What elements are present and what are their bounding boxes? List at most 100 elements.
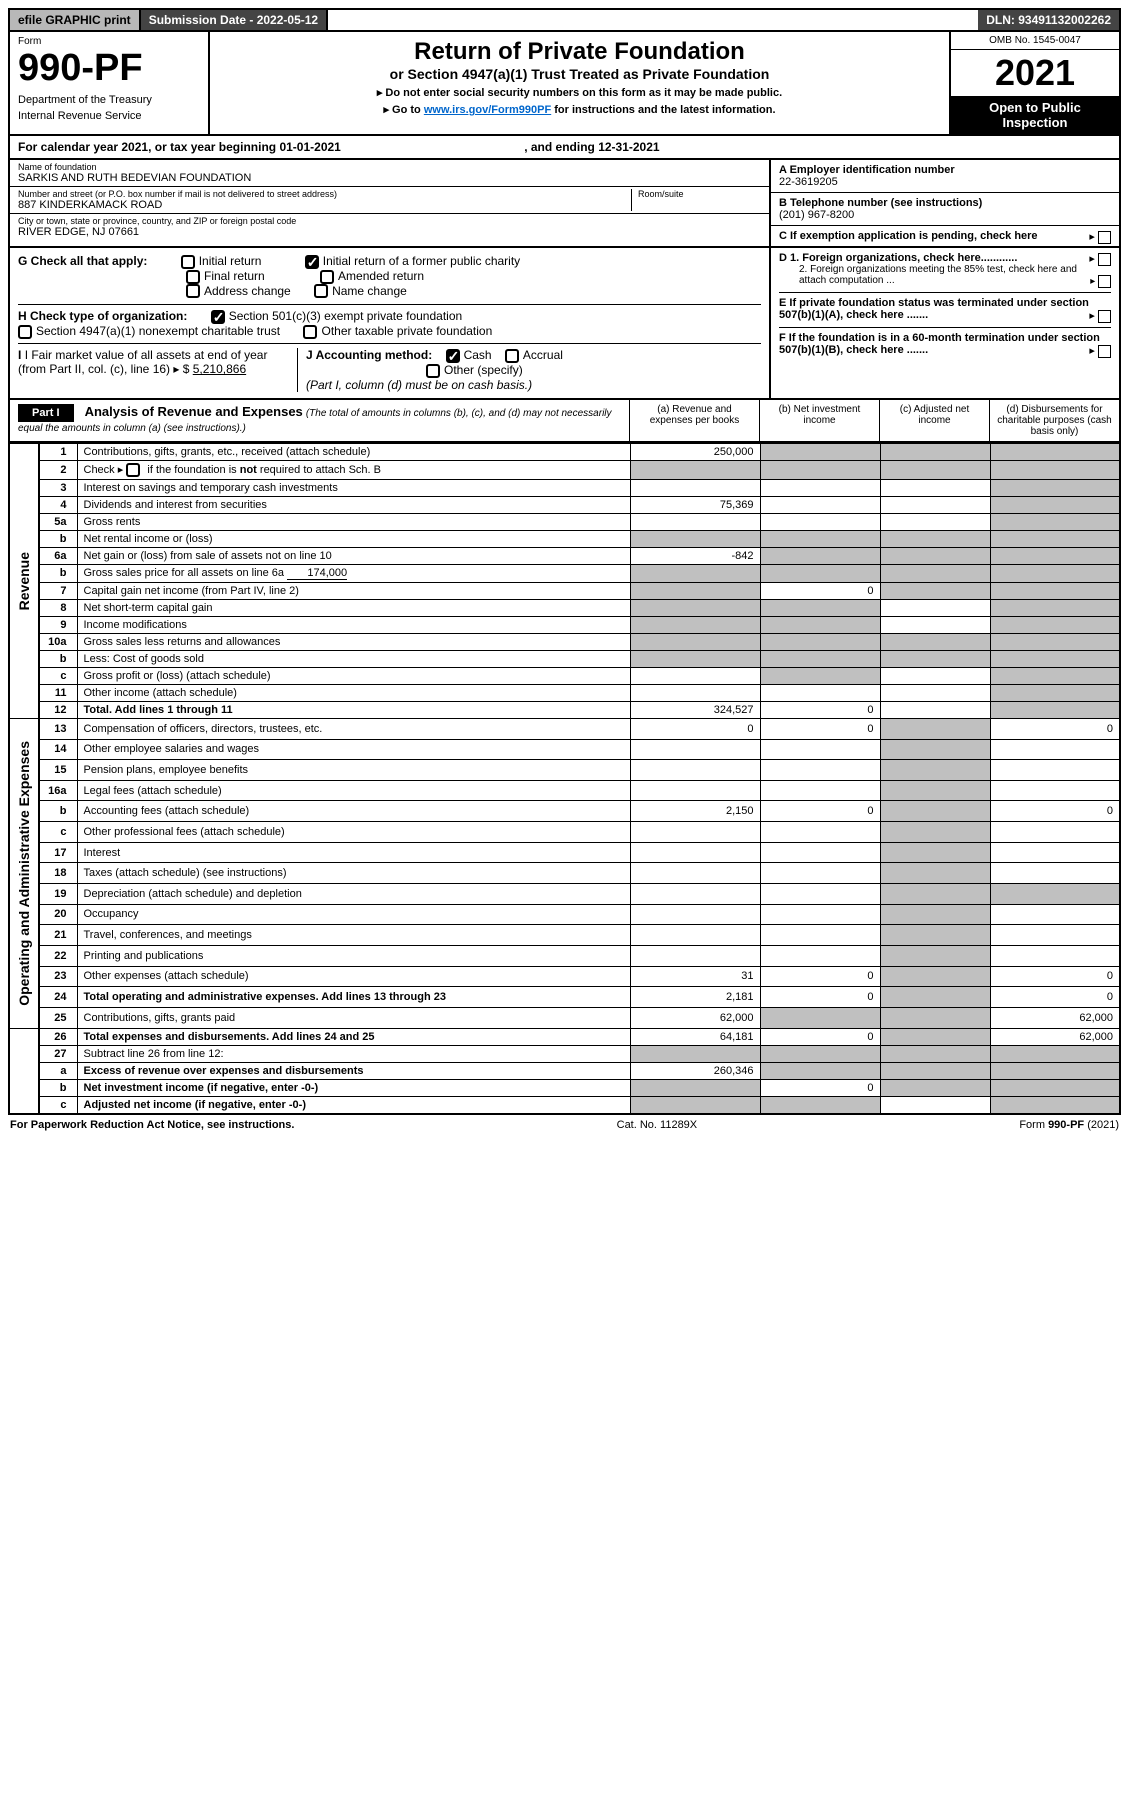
j-accounting: J Accounting method: Cash Accrual Other … — [298, 348, 761, 392]
col-d-hdr: (d) Disbursements for charitable purpose… — [989, 400, 1119, 441]
col-b-hdr: (b) Net investment income — [759, 400, 879, 441]
efile-label: efile GRAPHIC print — [10, 10, 141, 30]
table-row: 4Dividends and interest from securities7… — [9, 496, 1120, 513]
table-row: cGross profit or (loss) (attach schedule… — [9, 667, 1120, 684]
cb-final[interactable] — [186, 270, 200, 284]
main-table: Revenue 1Contributions, gifts, grants, e… — [8, 443, 1121, 1115]
header-right: OMB No. 1545-0047 2021 Open to Public In… — [949, 32, 1119, 134]
form-word: Form — [18, 36, 200, 47]
h-row: H Check type of organization: Section 50… — [18, 304, 761, 339]
city-row: City or town, state or province, country… — [10, 214, 769, 240]
cb-f[interactable] — [1098, 345, 1111, 358]
g-row: G Check all that apply: Initial return I… — [18, 254, 761, 298]
table-row: 6aNet gain or (loss) from sale of assets… — [9, 547, 1120, 564]
table-row: Operating and Administrative Expenses 13… — [9, 718, 1120, 739]
table-row: 14Other employee salaries and wages — [9, 739, 1120, 760]
table-row: bNet investment income (if negative, ent… — [9, 1079, 1120, 1096]
table-row: 23Other expenses (attach schedule)3100 — [9, 966, 1120, 987]
form-title: Return of Private Foundation — [216, 38, 943, 66]
cb-other-taxable[interactable] — [303, 325, 317, 339]
table-row: Revenue 1Contributions, gifts, grants, e… — [9, 443, 1120, 460]
table-row: 15Pension plans, employee benefits — [9, 760, 1120, 781]
part1-tag: Part I — [18, 404, 74, 422]
table-row: 5aGross rents — [9, 513, 1120, 530]
table-row: 17Interest — [9, 842, 1120, 863]
form-header: Form 990-PF Department of the Treasury I… — [8, 32, 1121, 136]
table-row: 2Check ▸ if the foundation is not requir… — [9, 460, 1120, 479]
footer-form: Form 990-PF (2021) — [1019, 1119, 1119, 1131]
table-row: 25Contributions, gifts, grants paid62,00… — [9, 1007, 1120, 1028]
table-row: 21Travel, conferences, and meetings — [9, 925, 1120, 946]
cb-d1[interactable] — [1098, 253, 1111, 266]
foundation-name-row: Name of foundation SARKIS AND RUTH BEDEV… — [10, 160, 769, 187]
checks-right: D 1. Foreign organizations, check here..… — [769, 248, 1119, 398]
cb-accrual[interactable] — [505, 349, 519, 363]
ij-row: I I Fair market value of all assets at e… — [18, 343, 761, 392]
footer-left: For Paperwork Reduction Act Notice, see … — [10, 1119, 294, 1131]
address-row: Number and street (or P.O. box number if… — [10, 187, 769, 214]
checkbox-c[interactable] — [1098, 231, 1111, 244]
table-row: bAccounting fees (attach schedule)2,1500… — [9, 801, 1120, 822]
cb-other-method[interactable] — [426, 364, 440, 378]
form-subtitle: or Section 4947(a)(1) Trust Treated as P… — [216, 66, 943, 82]
table-row: 22Printing and publications — [9, 945, 1120, 966]
dept-irs: Internal Revenue Service — [18, 110, 200, 122]
table-row: 20Occupancy — [9, 904, 1120, 925]
table-row: 19Depreciation (attach schedule) and dep… — [9, 884, 1120, 905]
e-row: E If private foundation status was termi… — [779, 292, 1111, 321]
exemption-pending-row: C If exemption application is pending, c… — [771, 226, 1119, 246]
d1-row: D 1. Foreign organizations, check here..… — [779, 252, 1111, 264]
col-a-hdr: (a) Revenue and expenses per books — [629, 400, 759, 441]
table-row: bLess: Cost of goods sold — [9, 650, 1120, 667]
table-row: 10aGross sales less returns and allowanc… — [9, 633, 1120, 650]
cb-e[interactable] — [1098, 310, 1111, 323]
dept-treasury: Department of the Treasury — [18, 94, 200, 106]
i-fmv: I I Fair market value of all assets at e… — [18, 348, 298, 392]
entity-left: Name of foundation SARKIS AND RUTH BEDEV… — [10, 160, 769, 246]
header-left: Form 990-PF Department of the Treasury I… — [10, 32, 210, 134]
table-row: 7Capital gain net income (from Part IV, … — [9, 582, 1120, 599]
page-footer: For Paperwork Reduction Act Notice, see … — [8, 1115, 1121, 1135]
cb-schb[interactable] — [126, 463, 140, 477]
column-headers: (a) Revenue and expenses per books (b) N… — [629, 400, 1119, 441]
entity-right: A Employer identification number 22-3619… — [769, 160, 1119, 246]
dln-label: DLN: 93491132002262 — [978, 10, 1119, 30]
table-row: bNet rental income or (loss) — [9, 530, 1120, 547]
table-row: cAdjusted net income (if negative, enter… — [9, 1096, 1120, 1114]
form-number: 990-PF — [18, 47, 200, 90]
part1-header: Part I Analysis of Revenue and Expenses … — [8, 400, 1121, 443]
table-row: 12Total. Add lines 1 through 11324,5270 — [9, 701, 1120, 718]
table-row: 18Taxes (attach schedule) (see instructi… — [9, 863, 1120, 884]
cb-initial-former[interactable] — [305, 255, 319, 269]
part1-title-cell: Part I Analysis of Revenue and Expenses … — [10, 400, 629, 441]
table-row: cOther professional fees (attach schedul… — [9, 822, 1120, 843]
table-row: 16aLegal fees (attach schedule) — [9, 780, 1120, 801]
cb-amended[interactable] — [320, 270, 334, 284]
cb-cash[interactable] — [446, 349, 460, 363]
cb-initial[interactable] — [181, 255, 195, 269]
table-row: 27Subtract line 26 from line 12: — [9, 1045, 1120, 1062]
note-ssn: ▸ Do not enter social security numbers o… — [216, 86, 943, 99]
telephone-row: B Telephone number (see instructions) (2… — [771, 193, 1119, 226]
open-public: Open to Public Inspection — [951, 96, 1119, 134]
cb-d2[interactable] — [1098, 275, 1111, 288]
ein-row: A Employer identification number 22-3619… — [771, 160, 1119, 193]
cb-4947[interactable] — [18, 325, 32, 339]
cb-addr-change[interactable] — [186, 284, 200, 298]
table-row: 24Total operating and administrative exp… — [9, 987, 1120, 1008]
cb-name-change[interactable] — [314, 284, 328, 298]
table-row: 8Net short-term capital gain — [9, 599, 1120, 616]
table-row: aExcess of revenue over expenses and dis… — [9, 1062, 1120, 1079]
f-row: F If the foundation is in a 60-month ter… — [779, 327, 1111, 356]
d2-row: 2. Foreign organizations meeting the 85%… — [779, 264, 1111, 286]
table-row: 3Interest on savings and temporary cash … — [9, 479, 1120, 496]
tax-year: 2021 — [951, 50, 1119, 96]
submission-date: Submission Date - 2022-05-12 — [141, 10, 328, 30]
revenue-label: Revenue — [16, 532, 32, 630]
table-row: 26Total expenses and disbursements. Add … — [9, 1028, 1120, 1045]
table-row: 11Other income (attach schedule) — [9, 684, 1120, 701]
table-row: bGross sales price for all assets on lin… — [9, 564, 1120, 582]
checks-left: G Check all that apply: Initial return I… — [10, 248, 769, 398]
irs-link[interactable]: www.irs.gov/Form990PF — [424, 104, 551, 116]
cb-501c3[interactable] — [211, 310, 225, 324]
